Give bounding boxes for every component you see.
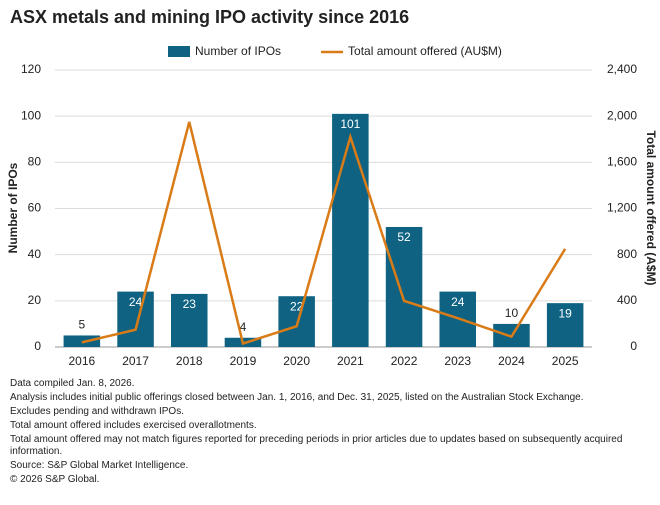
data-label: 24 (451, 295, 465, 309)
x-tick-label: 2021 (337, 354, 364, 368)
y-axis-title: Number of IPOs (6, 162, 20, 253)
data-label: 24 (129, 295, 143, 309)
bar (170, 293, 208, 347)
y-tick-label: 100 (21, 108, 41, 122)
line (81, 121, 567, 346)
y-tick-label: 0 (34, 339, 41, 353)
x-tick-label: 2022 (391, 354, 418, 368)
note: Total amount offered includes exercised … (10, 420, 257, 431)
y2-tick-label: 0 (630, 339, 637, 353)
legend-swatch (168, 46, 190, 57)
data-label: 4 (240, 320, 247, 334)
chart: ASX metals and mining IPO activity since… (6, 7, 658, 368)
note: Excludes pending and withdrawn IPOs. (10, 406, 184, 417)
y-tick-label: 40 (28, 247, 42, 261)
legend-label: Total amount offered (AU$M) (348, 44, 502, 58)
x-tick-label: 2019 (230, 354, 257, 368)
data-label: 23 (183, 297, 197, 311)
y2-tick-label: 2,400 (607, 62, 637, 76)
y-tick-label: 20 (28, 293, 42, 307)
y-tick-label: 120 (21, 62, 41, 76)
chart-title: ASX metals and mining IPO activity since… (10, 7, 409, 27)
data-label: 5 (79, 318, 86, 332)
x-tick-label: 2018 (176, 354, 203, 368)
y2-tick-label: 400 (617, 293, 637, 307)
x-tick-label: 2016 (68, 354, 95, 368)
y2-axis-title: Total amount offered (A$M) (644, 130, 658, 285)
x-tick-label: 2023 (444, 354, 471, 368)
y2-tick-label: 1,200 (607, 201, 637, 215)
note: Source: S&P Global Market Intelligence. (10, 460, 189, 471)
note: Data compiled Jan. 8, 2026. (10, 378, 135, 389)
bar (385, 226, 423, 347)
note: Total amount offered may not match figur… (10, 434, 623, 457)
y2-tick-label: 800 (617, 247, 637, 261)
bar (546, 303, 584, 347)
bar (117, 291, 154, 347)
bar (278, 296, 315, 347)
data-label: 10 (505, 306, 519, 320)
data-label: 52 (397, 230, 411, 244)
y2-tick-label: 1,600 (607, 155, 637, 169)
y-tick-label: 80 (28, 155, 42, 169)
bar (332, 113, 369, 347)
note: Analysis includes initial public offerin… (10, 392, 584, 403)
notes: Data compiled Jan. 8, 2026. Analysis incl… (10, 378, 650, 488)
y2-tick-label: 2,000 (607, 108, 637, 122)
y-tick-label: 60 (28, 201, 42, 215)
data-label: 101 (340, 117, 360, 131)
x-tick-label: 2025 (552, 354, 579, 368)
x-tick-label: 2017 (122, 354, 149, 368)
x-tick-label: 2020 (283, 354, 310, 368)
legend-label: Number of IPOs (195, 44, 281, 58)
x-tick-label: 2024 (498, 354, 525, 368)
note: © 2026 S&P Global. (10, 474, 100, 485)
data-label: 19 (558, 306, 572, 320)
